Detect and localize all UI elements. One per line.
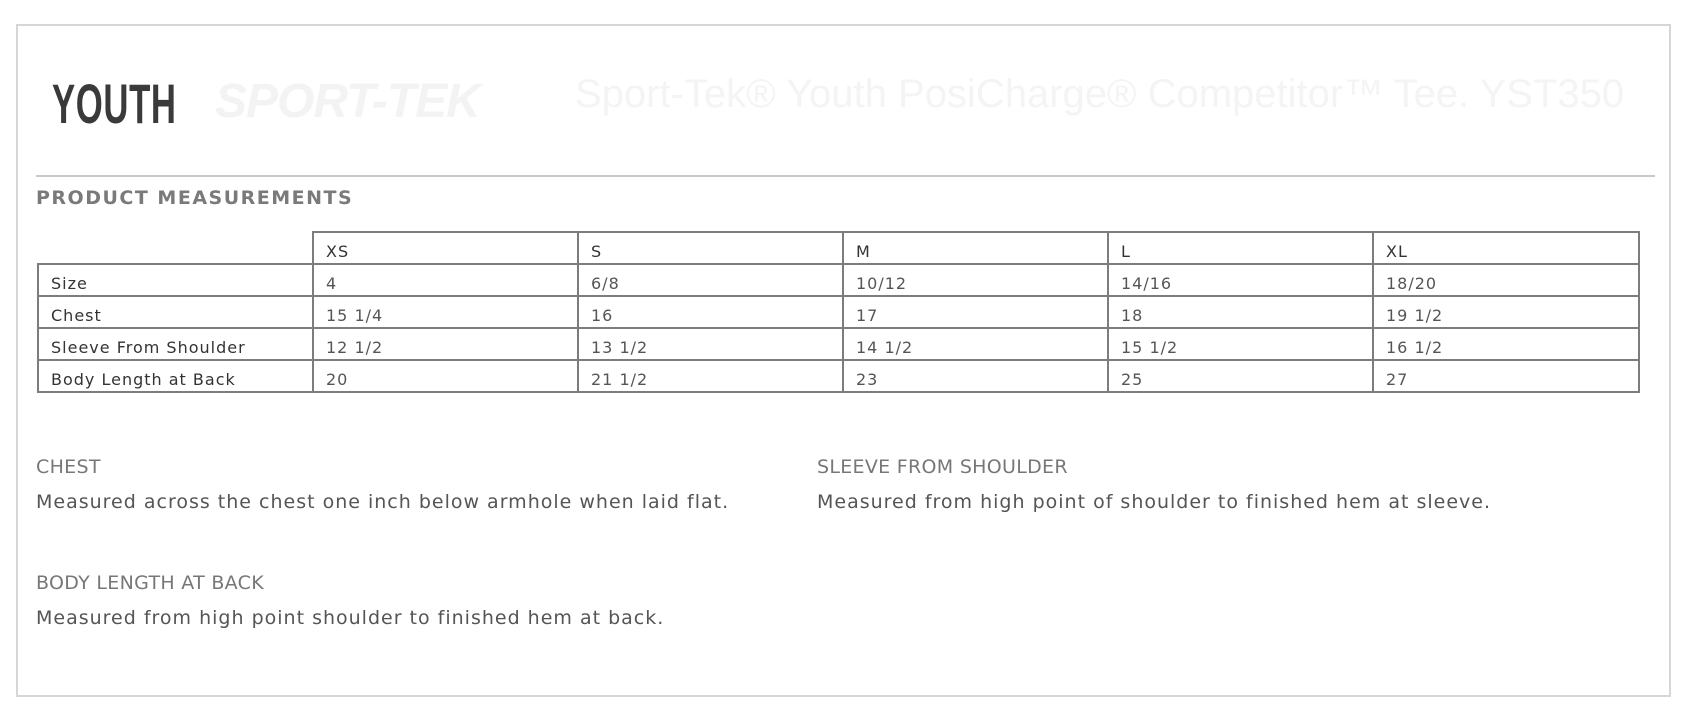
page-frame	[16, 24, 1671, 697]
table-cell: 17	[842, 295, 1109, 329]
table-row: Size 4 6/8 10/12 14/16 18/20	[37, 263, 1640, 297]
body-length-description: Measured from high point shoulder to fin…	[36, 607, 665, 629]
table-cell: 21 1/2	[577, 359, 844, 393]
table-cell: 18	[1107, 295, 1374, 329]
measurements-table: XS S M L XL Size 4 6/8 10/12 14/16 18/20…	[37, 231, 1640, 393]
table-cell: 23	[842, 359, 1109, 393]
row-label: Body Length at Back	[37, 359, 314, 393]
table-cell: 27	[1372, 359, 1640, 393]
table-cell: 12 1/2	[312, 327, 579, 361]
column-header: XS	[312, 231, 579, 265]
table-cell: 18/20	[1372, 263, 1640, 297]
table-cell: 20	[312, 359, 579, 393]
chest-title: CHEST	[36, 456, 101, 478]
brand-logo-watermark: SPORT-TEK	[215, 75, 481, 128]
column-header: XL	[1372, 231, 1640, 265]
body-length-title: BODY LENGTH AT BACK	[36, 572, 264, 594]
sleeve-title: SLEEVE FROM SHOULDER	[817, 456, 1068, 478]
table-cell: 15 1/4	[312, 295, 579, 329]
table-cell: 25	[1107, 359, 1374, 393]
table-cell: 10/12	[842, 263, 1109, 297]
chest-description: Measured across the chest one inch below…	[36, 491, 730, 513]
table-cell: 6/8	[577, 263, 844, 297]
youth-badge: YOUTH	[52, 72, 177, 135]
column-header: L	[1107, 231, 1374, 265]
table-cell: 16	[577, 295, 844, 329]
table-cell: 4	[312, 263, 579, 297]
table-row: Body Length at Back 20 21 1/2 23 25 27	[37, 359, 1640, 393]
row-label: Size	[37, 263, 314, 297]
table-cell: 14 1/2	[842, 327, 1109, 361]
sleeve-description: Measured from high point of shoulder to …	[817, 491, 1491, 513]
row-label: Chest	[37, 295, 314, 329]
table-header-row: XS S M L XL	[38, 231, 1640, 265]
table-cell: 16 1/2	[1372, 327, 1640, 361]
product-title-watermark: Sport-Tek® Youth PosiCharge® Competitor™…	[575, 72, 1625, 116]
header-divider	[36, 175, 1655, 177]
table-cell: 14/16	[1107, 263, 1374, 297]
column-header: S	[577, 231, 844, 265]
corner-cell	[38, 232, 314, 265]
table-cell: 19 1/2	[1372, 295, 1640, 329]
section-title: PRODUCT MEASUREMENTS	[36, 187, 354, 209]
table-cell: 15 1/2	[1107, 327, 1374, 361]
table-cell: 13 1/2	[577, 327, 844, 361]
table-row: Sleeve From Shoulder 12 1/2 13 1/2 14 1/…	[37, 327, 1640, 361]
column-header: M	[842, 231, 1109, 265]
table-row: Chest 15 1/4 16 17 18 19 1/2	[37, 295, 1640, 329]
row-label: Sleeve From Shoulder	[37, 327, 314, 361]
